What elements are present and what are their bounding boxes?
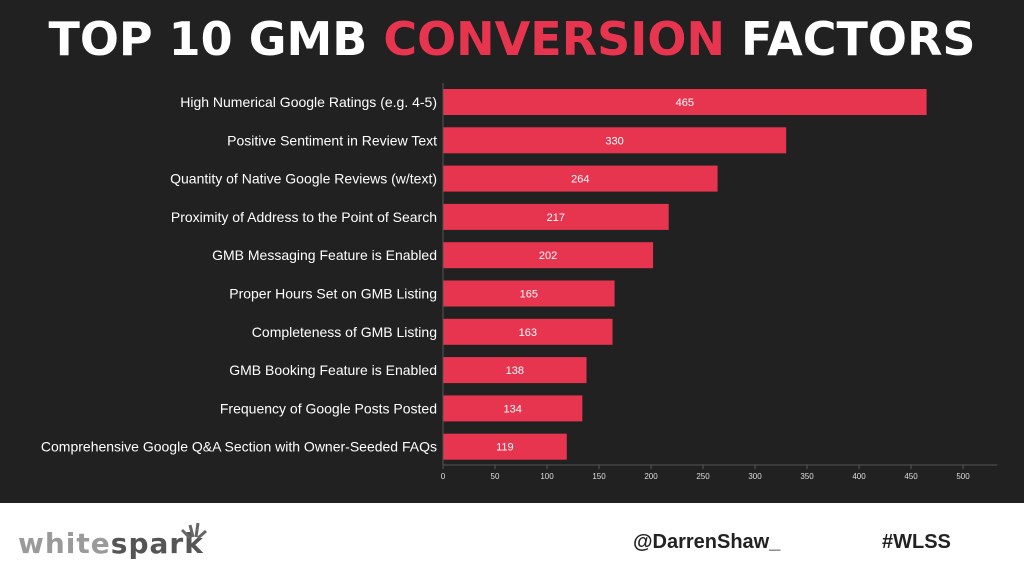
category-label: Positive Sentiment in Review Text xyxy=(227,132,437,148)
bar xyxy=(443,357,587,384)
category-label: Proper Hours Set on GMB Listing xyxy=(229,286,437,302)
title-part: TOP 10 GMB xyxy=(48,12,384,66)
hashtag: #WLSS xyxy=(882,531,951,553)
data-label: 165 xyxy=(520,289,538,301)
footer xyxy=(0,505,1024,577)
x-tick-label: 350 xyxy=(800,472,814,481)
x-tick-label: 50 xyxy=(491,472,500,481)
category-label: GMB Messaging Feature is Enabled xyxy=(212,247,437,263)
x-tick-label: 250 xyxy=(696,472,710,481)
x-tick-label: 200 xyxy=(644,472,658,481)
category-label: High Numerical Google Ratings (e.g. 4-5) xyxy=(180,94,437,110)
category-label: Proximity of Address to the Point of Sea… xyxy=(171,209,437,225)
bar xyxy=(443,242,654,269)
page-title: TOP 10 GMB CONVERSION FACTORS xyxy=(0,12,1024,66)
bar xyxy=(443,203,669,230)
bar xyxy=(443,89,927,115)
data-label: 202 xyxy=(539,250,557,262)
bar xyxy=(443,127,787,154)
x-tick-label: 300 xyxy=(748,472,762,481)
bar xyxy=(443,433,567,460)
x-tick-label: 100 xyxy=(540,472,554,481)
data-label: 119 xyxy=(496,442,514,454)
bar xyxy=(443,318,613,345)
title-highlight: CONVERSION xyxy=(383,12,725,66)
category-label: Completeness of GMB Listing xyxy=(252,324,437,340)
data-label: 138 xyxy=(506,365,524,377)
data-label: 163 xyxy=(519,327,537,339)
bar xyxy=(443,165,718,192)
whitespark-logo: whitespark xyxy=(18,522,207,560)
bar xyxy=(443,280,615,307)
bar xyxy=(443,395,583,422)
title-part: FACTORS xyxy=(724,12,976,66)
x-tick-label: 0 xyxy=(441,472,446,481)
data-label: 330 xyxy=(605,135,623,147)
category-label: Quantity of Native Google Reviews (w/tex… xyxy=(170,171,437,187)
x-tick-label: 450 xyxy=(904,472,918,481)
spark-icon xyxy=(180,522,207,540)
x-tick-label: 500 xyxy=(956,472,970,481)
bar-chart: 465 High Numerical Google Ratings (e.g. 4… xyxy=(41,83,998,481)
x-tick-label: 400 xyxy=(852,472,866,481)
data-label: 217 xyxy=(547,212,565,224)
data-label: 465 xyxy=(676,97,694,109)
category-label: Comprehensive Google Q&A Section with Ow… xyxy=(41,439,437,455)
data-label: 264 xyxy=(571,174,589,186)
twitter-handle: @DarrenShaw_ xyxy=(633,531,781,553)
data-label: 134 xyxy=(504,403,522,415)
category-label: GMB Booking Feature is Enabled xyxy=(229,362,437,378)
x-tick-label: 150 xyxy=(592,472,606,481)
category-label: Frequency of Google Posts Posted xyxy=(220,400,437,416)
